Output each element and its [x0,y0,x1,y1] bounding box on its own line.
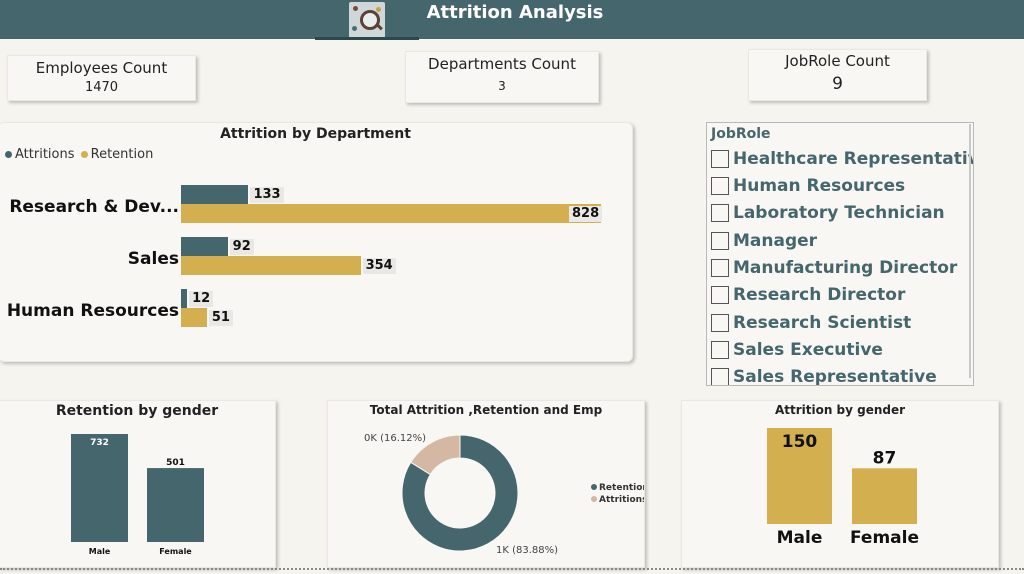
attrition-gender-chart: 150 Male 87 Female [767,428,919,548]
retention-gender-category: Male [89,547,111,556]
legend-swatch-retention [80,151,88,158]
page-bottom-divider [0,568,1024,570]
donut-slice[interactable] [410,434,461,476]
header-accent [315,37,419,40]
slicer-item-label: Research Director [733,285,906,305]
slicer-item-label: Manufacturing Director [733,258,958,278]
retention-gender-bar[interactable] [147,468,204,542]
donut-panel[interactable]: Total Attrition ,Retention and Emp 1K (8… [327,400,645,568]
donut-legend-swatch [591,496,597,502]
slicer-item[interactable]: Manufacturing Director [711,256,957,280]
jobrole-slicer-title: JobRole [711,126,771,142]
legend-label-attritions: Attritions [15,147,75,162]
attrition-gender-bar[interactable] [767,428,832,524]
slicer-item-label: Healthcare Representative [733,149,974,169]
legend-label-retention: Retention [90,147,154,162]
kpi-jobroles-value: 9 [832,74,843,94]
slicer-item[interactable]: Healthcare Representative [711,147,974,171]
kpi-jobroles-card[interactable]: JobRole Count 9 [748,49,927,101]
dept-bar-retention[interactable] [181,256,361,275]
page-title: Attrition Analysis [426,2,604,23]
donut-title: Total Attrition ,Retention and Emp [369,403,603,417]
dept-category-label: Sales [127,249,179,269]
dept-data-label: 51 [208,310,233,326]
attrition-gender-value: 87 [873,448,897,468]
legend-swatch-attritions [5,151,12,158]
dept-bar-attritions[interactable] [181,185,249,204]
slicer-item-label: Human Resources [733,176,906,196]
kpi-departments-value: 3 [498,79,506,93]
checkbox[interactable] [711,232,729,250]
checkbox[interactable] [711,150,729,168]
retention-gender-bar[interactable] [71,434,128,542]
dept-bar-retention[interactable] [181,308,207,327]
dept-bar-attritions[interactable] [181,289,188,308]
dept-data-label: 133 [250,187,284,203]
kpi-employees-label: Employees Count [35,59,168,77]
dept-chart-panel[interactable]: Attrition by Department Attritions Reten… [0,122,633,362]
attrition-gender-value: 150 [782,432,818,452]
retention-gender-panel[interactable]: Retention by gender 732 Male 501 Female [0,400,276,568]
legend-item-retention[interactable]: Retention [80,147,154,162]
slicer-item[interactable]: Manager [711,229,817,253]
legend-item-attritions[interactable]: Attritions [5,147,75,162]
kpi-departments-label: Departments Count [428,55,576,73]
checkbox[interactable] [711,286,729,304]
dept-category-label: Research & Dev... [9,197,179,217]
donut-slice[interactable] [401,434,519,552]
attrition-gender-category: Male [777,528,823,548]
checkbox[interactable] [711,177,729,195]
slicer-item[interactable]: Research Scientist [711,311,911,335]
slicer-item-label: Manager [733,231,818,251]
dept-data-label: 92 [229,239,254,255]
attrition-logo-icon [349,2,385,38]
attrition-gender-category: Female [850,528,919,548]
dept-chart-legend: Attritions Retention [5,147,153,162]
checkbox[interactable] [711,204,729,222]
slicer-scrollbar[interactable] [969,124,971,378]
checkbox[interactable] [711,259,729,277]
dept-chart-title: Attrition by Department [220,126,411,142]
slicer-item[interactable]: Sales Representative [711,365,937,386]
header-bar: Attrition Analysis [0,0,1024,39]
dept-data-label: 12 [189,291,214,307]
donut-chart: 1K (83.88%) 0K (16.12%) Retention Attrition… [364,433,644,556]
slicer-item[interactable]: Research Director [711,283,905,307]
retention-gender-value: 732 [90,438,109,448]
slicer-item[interactable]: Laboratory Technician [711,201,945,225]
kpi-employees-value: 1470 [84,80,119,95]
slicer-item-label: Sales Representative [733,367,937,386]
slicer-item-label: Sales Executive [733,340,883,360]
retention-gender-chart: 732 Male 501 Female [71,434,204,556]
slicer-item[interactable]: Sales Executive [711,338,883,362]
donut-data-label: 1K (83.88%) [496,545,558,556]
slicer-item[interactable]: Human Resources [711,174,905,198]
jobrole-slicer[interactable]: JobRole Healthcare Representative Human … [706,122,974,386]
dept-category-label: Human Resources [6,301,179,321]
retention-gender-title: Retention by gender [55,403,219,419]
attrition-gender-bar[interactable] [852,468,917,524]
dept-bar-attritions[interactable] [181,237,228,256]
checkbox[interactable] [711,341,729,359]
checkbox[interactable] [711,314,729,332]
retention-gender-category: Female [159,547,192,556]
slicer-item-label: Research Scientist [733,313,912,333]
kpi-departments-card[interactable]: Departments Count 3 [405,51,599,103]
checkbox[interactable] [711,368,729,385]
retention-gender-value: 501 [166,458,185,468]
donut-legend-label[interactable]: Retention [599,483,644,493]
dept-bar-retention[interactable] [181,204,601,223]
dept-data-label: 828 [569,206,603,222]
kpi-jobroles-label: JobRole Count [785,52,890,70]
dept-data-label: 354 [362,258,396,274]
attrition-gender-title: Attrition by gender [774,403,906,417]
donut-legend-swatch [591,484,597,490]
donut-legend-label[interactable]: Attritions [599,495,644,505]
donut-data-label: 0K (16.12%) [364,433,426,444]
kpi-employees-card[interactable]: Employees Count 1470 [7,55,196,101]
attrition-gender-panel[interactable]: Attrition by gender 150 Male 87 Female [681,400,999,568]
slicer-item-label: Laboratory Technician [733,203,945,223]
